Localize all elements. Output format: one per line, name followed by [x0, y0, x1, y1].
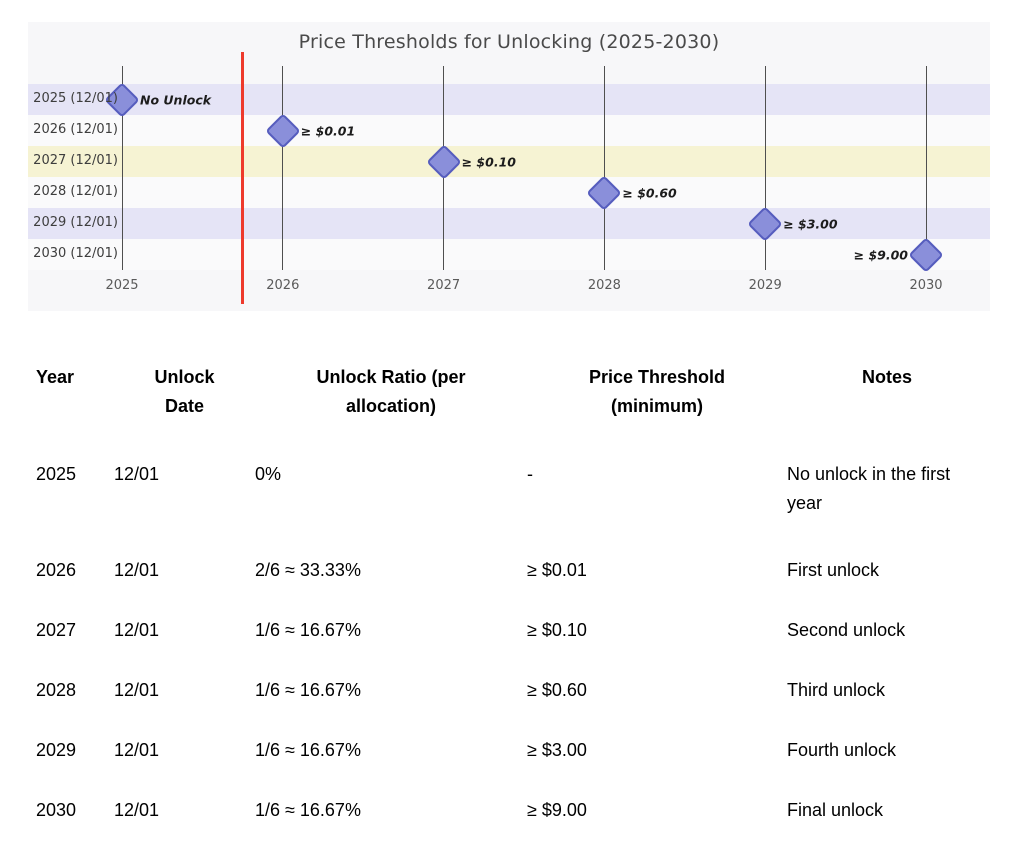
chart-point-label: ≥ $0.01 — [300, 123, 356, 138]
chart-x-tick-label: 2029 — [748, 278, 782, 293]
cell-notes: Second unlock — [787, 620, 906, 640]
chart-title: Price Thresholds for Unlocking (2025-203… — [298, 31, 720, 53]
cell-year: 2028 — [36, 680, 77, 700]
unlock-table: Year Unlock Date Unlock Ratio (per alloc… — [36, 363, 987, 848]
column-header-unlock-ratio: Unlock Ratio (per allocation) — [316, 367, 466, 416]
cell-price-threshold: ≥ $0.60 — [527, 680, 587, 700]
chart-point-label: ≥ $0.60 — [622, 185, 677, 200]
chart-year-gridline — [925, 66, 927, 270]
chart-row-band — [28, 146, 990, 177]
chart-point-label: ≥ $9.00 — [853, 247, 908, 262]
cell-price-threshold: - — [527, 464, 533, 484]
cell-unlock-ratio: 1/6 ≈ 16.67% — [255, 740, 361, 760]
chart-y-tick-label: 2025 (12/01) — [33, 91, 118, 106]
chart-y-tick-label: 2029 (12/01) — [33, 215, 118, 230]
cell-unlock-date: 12/01 — [114, 560, 160, 580]
cell-notes: Fourth unlock — [787, 740, 897, 760]
cell-price-threshold: ≥ $0.01 — [527, 560, 587, 580]
table-row: 2030 12/01 1/6 ≈ 16.67% ≥ $9.00 Final un… — [36, 796, 987, 825]
chart-year-gridline — [121, 66, 123, 270]
cell-price-threshold: ≥ $0.10 — [527, 620, 587, 640]
cell-unlock-ratio: 1/6 ≈ 16.67% — [255, 680, 361, 700]
cell-price-threshold: ≥ $9.00 — [527, 800, 587, 820]
chart-year-gridline — [282, 66, 284, 270]
chart-y-tick-label: 2030 (12/01) — [33, 246, 118, 261]
chart-row-band — [28, 115, 990, 146]
cell-year: 2027 — [36, 620, 77, 640]
cell-unlock-date: 12/01 — [114, 620, 160, 640]
table-row: 2025 12/01 0% - No unlock in the first y… — [36, 460, 987, 518]
cell-price-threshold: ≥ $3.00 — [527, 740, 587, 760]
cell-year: 2025 — [36, 464, 77, 484]
table-row: 2028 12/01 1/6 ≈ 16.67% ≥ $0.60 Third un… — [36, 676, 987, 705]
cell-unlock-date: 12/01 — [114, 800, 160, 820]
chart-y-tick-label: 2027 (12/01) — [33, 153, 118, 168]
cell-notes: Third unlock — [787, 680, 886, 700]
cell-unlock-ratio: 1/6 ≈ 16.67% — [255, 620, 361, 640]
chart-point-label: ≥ $3.00 — [783, 216, 838, 231]
cell-year: 2030 — [36, 800, 77, 820]
chart-plot: Price Thresholds for Unlocking (2025-203… — [28, 22, 990, 311]
chart-y-tick-label: 2028 (12/01) — [33, 184, 118, 199]
chart-point-label: No Unlock — [140, 92, 212, 107]
cell-notes: First unlock — [787, 560, 880, 580]
chart-row-band — [28, 208, 990, 239]
column-header-notes: Notes — [861, 367, 912, 387]
chart-row-band — [28, 239, 990, 270]
cell-year: 2026 — [36, 560, 77, 580]
cell-unlock-date: 12/01 — [114, 680, 160, 700]
cell-unlock-date: 12/01 — [114, 740, 160, 760]
cell-unlock-ratio: 2/6 ≈ 33.33% — [255, 560, 361, 580]
cell-unlock-date: 12/01 — [114, 464, 160, 484]
chart-y-tick-label: 2026 (12/01) — [33, 122, 118, 137]
table-header-row: Year Unlock Date Unlock Ratio (per alloc… — [36, 363, 987, 421]
column-header-price-threshold: Price Threshold (minimum) — [588, 367, 726, 416]
cell-notes: No unlock in the first year — [787, 464, 951, 513]
chart-year-gridline — [603, 66, 605, 270]
chart-x-tick-label: 2026 — [266, 278, 300, 293]
chart-reference-line — [240, 52, 245, 304]
chart-row-band — [28, 84, 990, 115]
chart-x-tick-label: 2025 — [105, 278, 139, 293]
chart-x-tick-label: 2027 — [427, 278, 461, 293]
cell-unlock-ratio: 1/6 ≈ 16.67% — [255, 800, 361, 820]
chart-x-tick-label: 2028 — [587, 278, 621, 293]
chart-x-tick-label: 2030 — [909, 278, 943, 293]
table-row: 2029 12/01 1/6 ≈ 16.67% ≥ $3.00 Fourth u… — [36, 736, 987, 765]
column-header-unlock-date: Unlock Date — [154, 367, 215, 416]
chart-year-gridline — [764, 66, 766, 270]
cell-notes: Final unlock — [787, 800, 884, 820]
table-row: 2026 12/01 2/6 ≈ 33.33% ≥ $0.01 First un… — [36, 556, 987, 585]
chart-row-band — [28, 177, 990, 208]
table-row: 2027 12/01 1/6 ≈ 16.67% ≥ $0.10 Second u… — [36, 616, 987, 645]
cell-year: 2029 — [36, 740, 77, 760]
column-header-year: Year — [36, 367, 75, 387]
chart-point-label: ≥ $0.10 — [461, 154, 516, 169]
cell-unlock-ratio: 0% — [255, 464, 282, 484]
